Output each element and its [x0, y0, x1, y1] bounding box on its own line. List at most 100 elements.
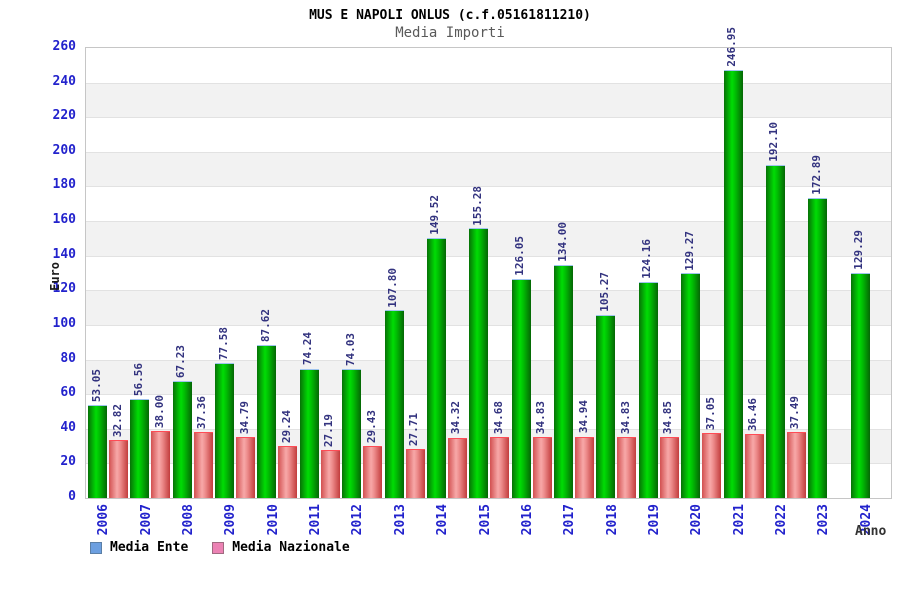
bar-value-label: 37.49 — [788, 396, 802, 430]
bar-ente-2008 — [172, 380, 192, 498]
bar-nazionale-2020 — [702, 432, 722, 498]
bar-ente-2011 — [299, 368, 319, 498]
grid-band — [86, 255, 891, 291]
bar-nazionale-2012 — [363, 446, 383, 498]
bar-ente-2018 — [596, 314, 616, 498]
bar-nazionale-2014 — [447, 437, 467, 498]
bar-ente-2017 — [554, 265, 574, 498]
y-tick-label: 0 — [68, 489, 76, 504]
bar-ente-2007 — [130, 399, 150, 498]
grid-band — [86, 290, 891, 325]
bar-nazionale-2017 — [575, 436, 595, 498]
x-tick-label: 2008 — [180, 504, 196, 536]
bar-value-label: 105.27 — [597, 272, 611, 312]
bar-value-label: 155.28 — [470, 185, 484, 226]
x-tick-label: 2014 — [435, 504, 451, 536]
chart-title: MUS E NAPOLI ONLUS (c.f.05161811210) — [309, 8, 591, 23]
bar-nazionale-2008 — [193, 432, 213, 498]
grid-band — [86, 82, 891, 118]
bar-nazionale-2013 — [405, 449, 425, 498]
x-tick-label: 2012 — [350, 504, 366, 536]
bar-value-label: 32.82 — [110, 404, 124, 438]
bar-nazionale-2015 — [490, 436, 510, 498]
bar-value-label: 74.24 — [301, 332, 315, 366]
bar-value-label: 29.43 — [364, 409, 378, 444]
y-tick-label: 260 — [52, 39, 76, 54]
bar-ente-2009 — [215, 362, 235, 498]
legend: Media Ente Media Nazionale — [90, 540, 350, 555]
y-tick-label: 60 — [60, 385, 76, 401]
bar-ente-2019 — [638, 282, 658, 498]
bar-ente-2013 — [384, 310, 404, 498]
legend-swatch-media-nazionale-icon — [212, 541, 225, 554]
x-tick-label: 2015 — [477, 504, 493, 536]
bar-ente-2012 — [342, 368, 362, 498]
bar-ente-2021 — [723, 69, 743, 498]
bar-value-label: 56.56 — [131, 362, 145, 397]
y-tick-label: 100 — [52, 315, 76, 331]
legend-item-media-ente: Media Ente — [90, 540, 188, 555]
bar-value-label: 67.23 — [174, 344, 188, 378]
bar-value-label: 37.36 — [195, 396, 209, 430]
chart-subtitle: Media Importi — [395, 25, 505, 41]
grid-band — [86, 221, 891, 256]
x-tick-label: 2016 — [519, 504, 535, 536]
bar-value-label: 34.79 — [237, 400, 251, 434]
bar-value-label: 29.24 — [279, 410, 293, 444]
legend-item-media-nazionale: Media Nazionale — [212, 540, 350, 555]
bar-ente-2022 — [765, 164, 785, 498]
bar-value-label: 34.94 — [576, 400, 590, 434]
bar-value-label: 74.03 — [343, 332, 357, 366]
x-tick-label: 2011 — [308, 504, 324, 536]
bar-nazionale-2010 — [278, 446, 298, 498]
bar-value-label: 192.10 — [767, 121, 781, 162]
x-tick-label: 2013 — [392, 504, 408, 536]
bar-value-label: 129.29 — [852, 230, 866, 271]
bar-nazionale-2009 — [236, 436, 256, 498]
y-tick-label: 200 — [52, 142, 76, 158]
bar-ente-2010 — [257, 345, 277, 498]
bar-nazionale-2021 — [744, 433, 764, 498]
bar-ente-2014 — [426, 238, 446, 498]
x-tick-label: 2006 — [96, 504, 112, 536]
x-tick-label: 2010 — [265, 504, 281, 536]
legend-swatch-media-ente-icon — [90, 541, 102, 554]
bar-ente-2015 — [469, 228, 489, 498]
x-tick-label: 2017 — [562, 504, 578, 536]
bar-value-label: 77.58 — [216, 326, 230, 360]
y-tick-label: 40 — [60, 419, 76, 435]
grid-band — [86, 117, 891, 152]
y-axis-label: Euro — [48, 262, 62, 291]
bar-value-label: 34.83 — [534, 400, 548, 434]
bar-value-label: 107.80 — [386, 267, 400, 308]
y-tick-label: 220 — [52, 108, 76, 124]
x-tick-label: 2023 — [816, 504, 832, 536]
x-tick-label: 2007 — [138, 504, 154, 536]
bar-value-label: 134.00 — [555, 222, 569, 263]
bar-nazionale-2016 — [532, 436, 552, 498]
x-tick-label: 2009 — [223, 504, 239, 536]
bar-value-label: 38.00 — [152, 395, 166, 429]
x-tick-label: 2021 — [731, 504, 747, 536]
x-tick-label: 2018 — [604, 504, 620, 536]
plot-area: 53.05 32.82 56.56 38.00 67.23 37.36 77.58 34.79… — [85, 27, 892, 499]
y-tick-label: 120 — [52, 281, 76, 297]
bar-value-label: 172.89 — [809, 155, 823, 195]
bar-value-label: 27.71 — [407, 412, 421, 447]
bar-ente-2016 — [511, 278, 531, 498]
bar-value-label: 34.32 — [449, 401, 463, 435]
grid-band — [86, 48, 891, 83]
bar-value-label: 246.95 — [725, 26, 739, 67]
bar-nazionale-2011 — [320, 449, 340, 498]
bar-value-label: 129.27 — [682, 230, 696, 271]
y-tick-label: 160 — [52, 212, 76, 228]
x-tick-label: 2022 — [774, 504, 790, 536]
bar-ente-2023 — [808, 197, 828, 498]
bar-nazionale-2022 — [786, 432, 806, 498]
y-tick-label: 180 — [52, 177, 76, 193]
x-tick-label: 2019 — [646, 504, 662, 536]
x-tick-label: 2020 — [689, 504, 705, 536]
bar-nazionale-2006 — [109, 440, 128, 498]
bar-value-label: 53.05 — [89, 369, 103, 403]
bar-value-label: 27.19 — [322, 413, 336, 447]
